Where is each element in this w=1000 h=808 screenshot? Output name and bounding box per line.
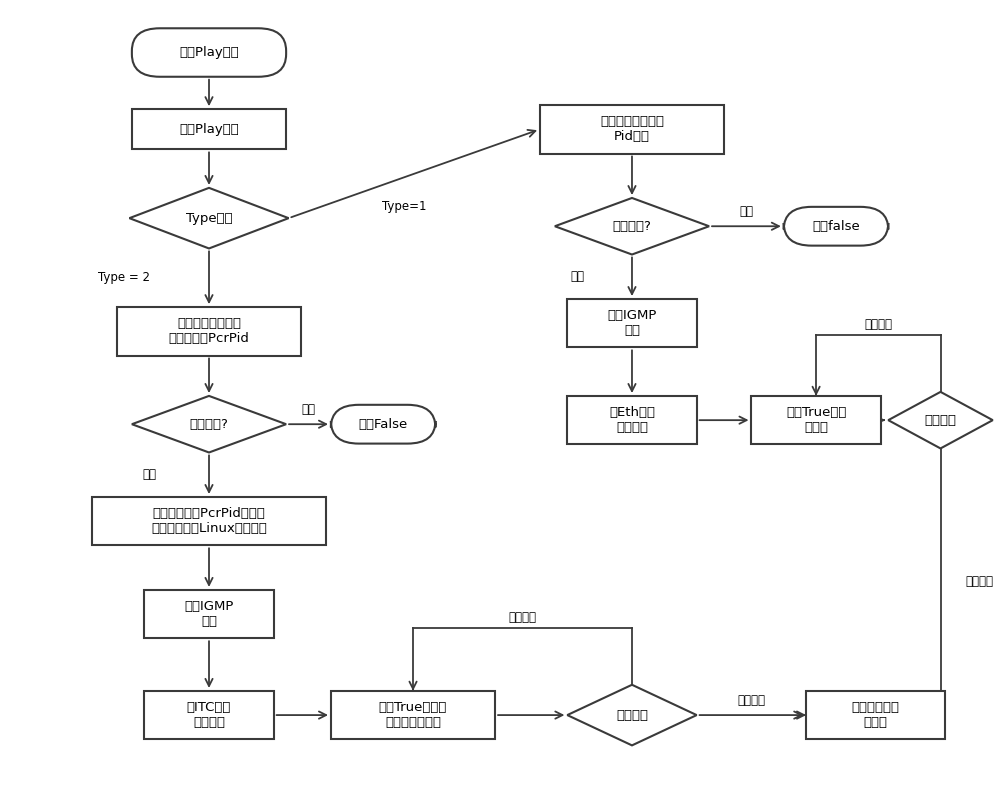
Text: 获取成功?: 获取成功? [613,220,651,233]
Text: 加入IGMP
组播: 加入IGMP 组播 [184,600,234,628]
Text: 返回False: 返回False [359,418,408,431]
Text: 失败: 失败 [739,205,753,218]
Text: 收到Play请求: 收到Play请求 [179,46,239,59]
Text: Type=1: Type=1 [382,200,427,213]
FancyBboxPatch shape [331,691,495,739]
FancyBboxPatch shape [117,307,301,356]
Text: 返回True和节目
组播地址及端口: 返回True和节目 组播地址及端口 [379,701,447,729]
Polygon shape [567,685,697,745]
Text: 心跳检测: 心跳检测 [616,709,648,722]
FancyBboxPatch shape [784,207,888,246]
Text: 获取成功?: 获取成功? [190,418,228,431]
Text: 返回True和播
放链接: 返回True和播 放链接 [786,406,846,434]
FancyBboxPatch shape [567,299,697,347]
Text: 心跳检测: 心跳检测 [925,414,957,427]
Text: 链接存在: 链接存在 [509,611,537,625]
Text: 失败: 失败 [302,403,316,416]
Text: Type = 2: Type = 2 [98,271,150,284]
Text: 成功: 成功 [142,468,156,482]
Text: 从Eth通道
推送出去: 从Eth通道 推送出去 [609,406,655,434]
FancyBboxPatch shape [331,405,435,444]
FancyBboxPatch shape [751,396,881,444]
Text: Type类型: Type类型 [186,212,232,225]
Text: 成功: 成功 [570,270,584,284]
Text: 链接断开: 链接断开 [737,694,765,707]
Text: 从节目列表中获取
组播地址和PcrPid: 从节目列表中获取 组播地址和PcrPid [169,318,249,345]
Text: 链接断开: 链接断开 [965,575,993,588]
Text: 从节目列表中获取
Pid信息: 从节目列表中获取 Pid信息 [600,116,664,143]
FancyBboxPatch shape [144,691,274,739]
Text: 将组播地址和PcrPid信息作
为消息发送给Linux进行切片: 将组播地址和PcrPid信息作 为消息发送给Linux进行切片 [151,507,267,535]
FancyBboxPatch shape [144,590,274,638]
FancyBboxPatch shape [132,109,286,149]
FancyBboxPatch shape [92,497,326,545]
FancyBboxPatch shape [132,28,286,77]
FancyBboxPatch shape [567,396,697,444]
Text: 返回false: 返回false [812,220,860,233]
Text: 加入IGMP
组播: 加入IGMP 组播 [607,309,657,337]
FancyBboxPatch shape [806,691,945,739]
Polygon shape [888,392,993,448]
Text: 从ITC通道
推送出去: 从ITC通道 推送出去 [187,701,231,729]
FancyBboxPatch shape [540,105,724,154]
Polygon shape [555,198,709,255]
Text: 链接存在: 链接存在 [864,318,892,331]
Text: 解析Play请求: 解析Play请求 [179,123,239,136]
Text: 停止推流，释
放通道: 停止推流，释 放通道 [852,701,900,729]
Polygon shape [129,188,289,249]
Polygon shape [132,396,286,452]
